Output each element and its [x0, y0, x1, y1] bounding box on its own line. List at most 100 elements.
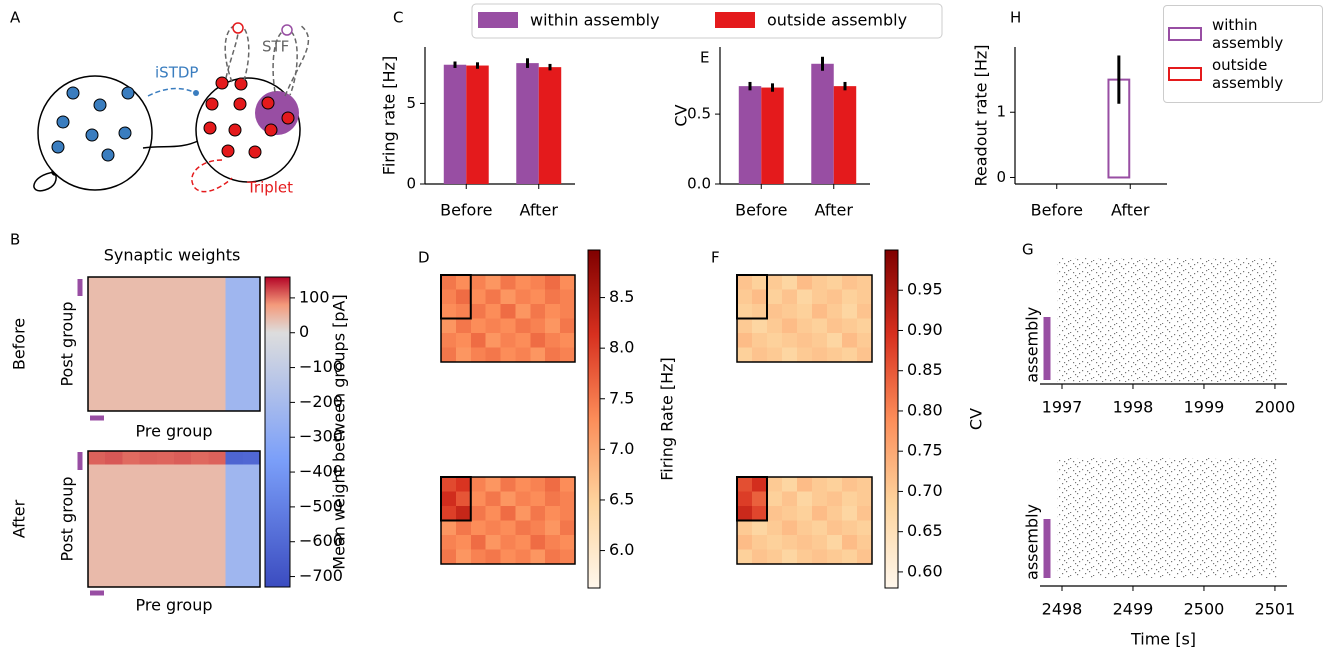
heatmap-cell	[156, 277, 175, 291]
heatmap-cell	[470, 477, 487, 492]
heatmap-cell	[470, 549, 487, 565]
heatmap-cell	[812, 491, 828, 507]
colorbar-tick-label: −500	[299, 496, 343, 515]
heatmap-cell	[545, 289, 561, 305]
x-tick-label: After	[815, 201, 854, 220]
heatmap-cell	[515, 549, 531, 565]
legend-item: within assembly	[1168, 16, 1318, 52]
heatmap-cell	[530, 347, 546, 363]
heatmap-cell	[812, 275, 828, 290]
heatmap-cell	[842, 506, 858, 521]
heatmap-cell	[500, 333, 516, 348]
heatmap-cell	[767, 347, 783, 363]
heatmap-cell	[208, 532, 227, 547]
heatmap-cell	[485, 304, 502, 319]
heatmap-cell	[156, 330, 175, 345]
heatmap-cell	[105, 464, 123, 479]
heatmap-cell	[88, 532, 106, 547]
heatmap-cell	[530, 535, 546, 550]
heatmap-cell	[191, 546, 209, 561]
row-label: After	[10, 499, 29, 538]
heatmap-cell	[122, 451, 141, 466]
heatmap-cell	[156, 505, 175, 520]
heatmap-cell	[470, 520, 487, 536]
heatmap-cell	[139, 384, 158, 399]
heatmap-cell	[455, 549, 472, 565]
heatmap-cell	[857, 333, 873, 348]
heatmap-cell	[545, 520, 561, 536]
heatmap-cell	[737, 506, 753, 521]
x-tick-label: 2500	[1184, 600, 1225, 619]
heatmap-cell	[208, 491, 227, 506]
heatmap-cell	[174, 303, 192, 318]
heatmap-cell	[842, 275, 858, 290]
heatmap-cell	[767, 549, 783, 565]
heatmap-cell	[827, 506, 843, 521]
heatmap-cell	[139, 532, 158, 547]
heatmap-cell	[242, 573, 261, 588]
heatmap-cell	[242, 317, 261, 332]
heatmap-cell	[857, 289, 873, 305]
heatmap-cell	[827, 549, 843, 565]
x-tick-label: 1999	[1184, 398, 1225, 417]
heatmap-cell	[441, 520, 457, 536]
heatmap-cell	[208, 357, 227, 372]
heatmap-cell	[122, 384, 141, 399]
heatmap-cell	[812, 289, 828, 305]
heatmap-cell	[139, 277, 158, 291]
heatmap-cell	[515, 347, 531, 363]
heatmap-cell	[782, 549, 798, 565]
colorbar-tick-label: 0.90	[907, 320, 943, 339]
heatmap-cell	[560, 535, 576, 550]
heatmap-cell	[767, 520, 783, 536]
heatmap-cell	[105, 546, 123, 561]
y-axis-label: CV	[672, 104, 691, 126]
chart-title: Synaptic weights	[104, 246, 241, 265]
heatmap-cell	[752, 535, 768, 550]
heatmap-cell	[122, 478, 141, 493]
heatmap-cell	[485, 289, 502, 305]
heatmap-cell	[500, 304, 516, 319]
x-tick-label: 2499	[1113, 600, 1154, 619]
heatmap-cell	[122, 532, 141, 547]
heatmap-cell	[122, 344, 141, 358]
legend-label: within assembly	[1212, 16, 1284, 52]
heatmap-cell	[455, 506, 472, 521]
heatmap-cell	[174, 277, 192, 291]
heatmap-cell	[191, 478, 209, 493]
heatmap-cell	[767, 304, 783, 319]
heatmap-cell	[88, 491, 106, 506]
heatmap-cell	[156, 573, 175, 588]
label: STF	[262, 38, 289, 56]
heatmap-cell	[560, 520, 576, 536]
heatmap-cell	[842, 520, 858, 536]
heatmap-cell	[797, 477, 813, 492]
heatmap-cell	[500, 275, 516, 290]
heatmap-cell	[174, 491, 192, 506]
heatmap-cell	[242, 344, 261, 358]
legend-swatch	[478, 12, 518, 28]
heatmap-cell	[782, 520, 798, 536]
heatmap-cell	[139, 478, 158, 493]
heatmap-cell	[191, 357, 209, 372]
heatmap-cell	[515, 477, 531, 492]
heatmap-cell	[174, 317, 192, 332]
heatmap-cell	[88, 277, 106, 291]
heatmap-cell	[560, 275, 576, 290]
y-axis-label: assembly	[1023, 307, 1042, 383]
heatmap-cell	[812, 549, 828, 565]
heatmap-cell	[139, 344, 158, 358]
heatmap-cell	[105, 397, 123, 412]
heatmap-cell	[842, 304, 858, 319]
heatmap-cell	[208, 277, 227, 291]
heatmap-cell	[767, 506, 783, 521]
heatmap-cell	[174, 546, 192, 561]
heatmap-cell	[530, 477, 546, 492]
y-axis-label: Post group	[58, 476, 77, 561]
heatmap-cell	[812, 318, 828, 334]
heatmap-cell	[122, 303, 141, 318]
legend-label: outside assembly	[1212, 56, 1284, 92]
heatmap-cell	[752, 520, 768, 536]
heatmap-cell	[545, 318, 561, 334]
heatmap-cell	[470, 318, 487, 334]
